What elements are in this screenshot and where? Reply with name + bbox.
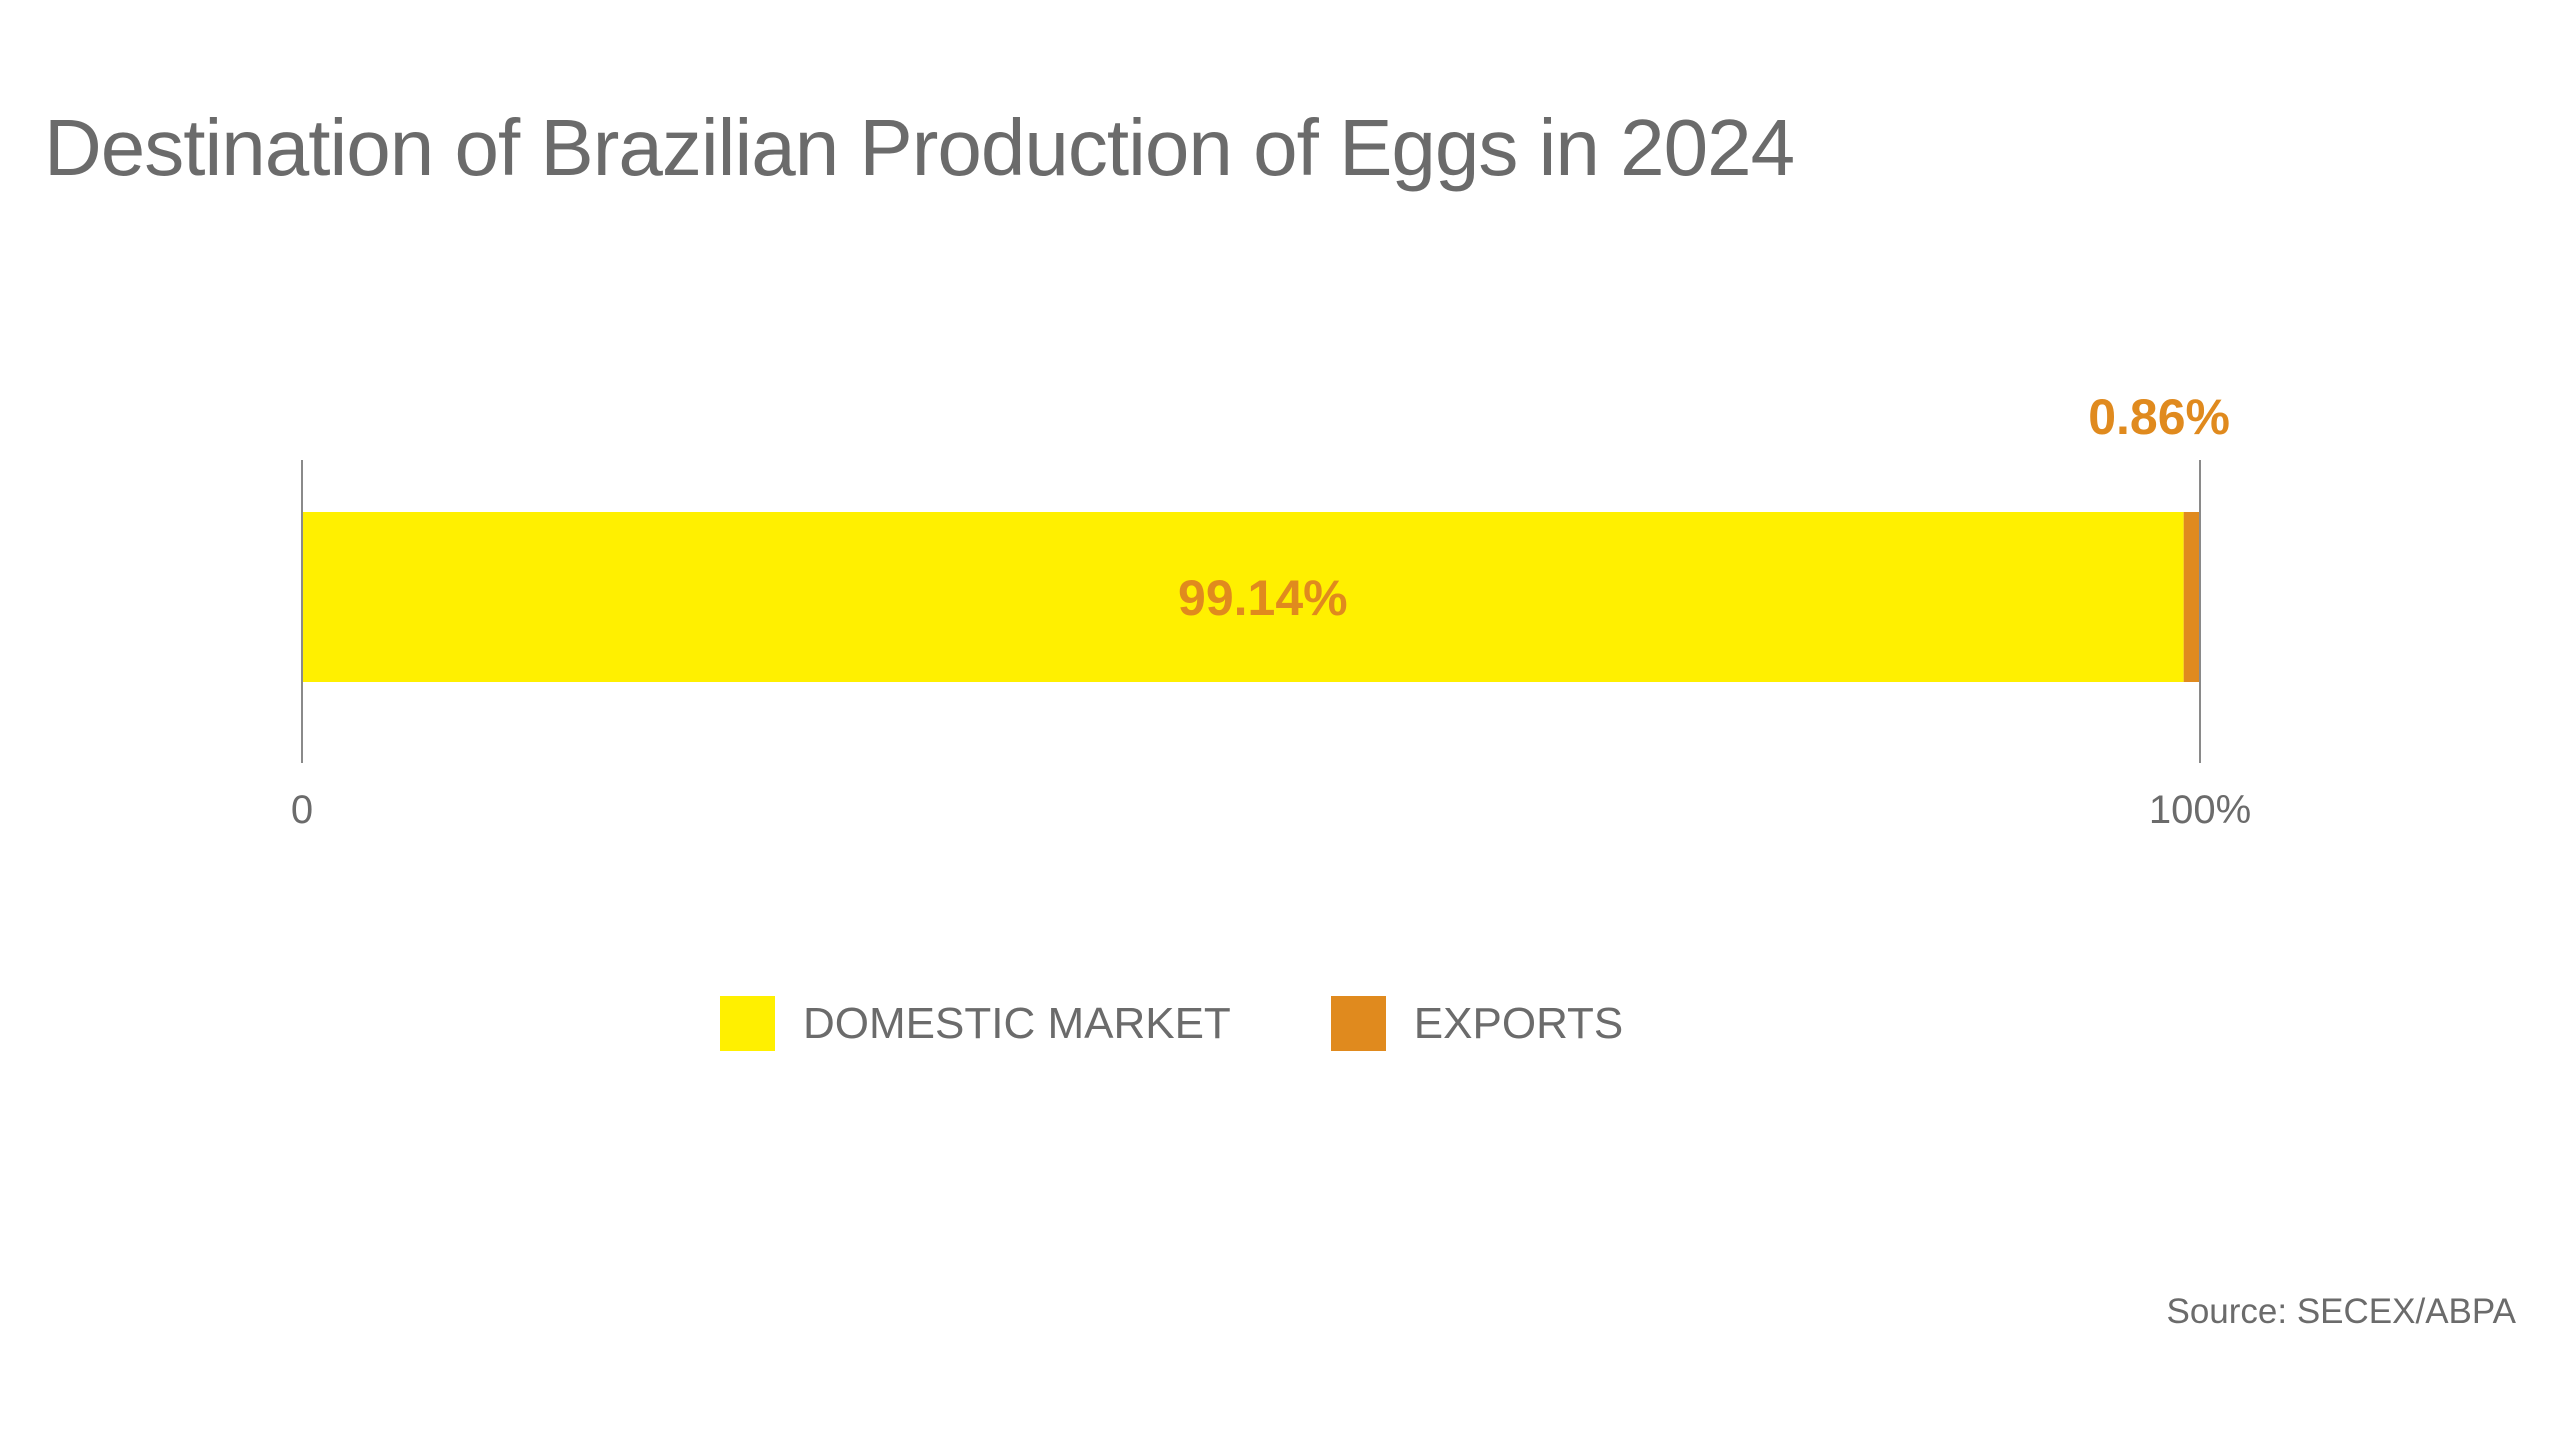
- data-label-domestic-market: 99.14%: [1178, 570, 1348, 626]
- source-note: Source: SECEX/ABPA: [2166, 1292, 2516, 1331]
- axis-group: 0 100%: [291, 460, 2251, 832]
- labels-group: 99.14% 0.86%: [1178, 389, 2230, 626]
- data-label-exports: 0.86%: [2088, 389, 2230, 445]
- bars-group: [302, 512, 2200, 682]
- legend-item-domestic-market: DOMESTIC MARKET: [720, 996, 1231, 1051]
- chart-title: Destination of Brazilian Production of E…: [44, 103, 1795, 192]
- tick-label-start: 0: [291, 788, 313, 832]
- bar-exports: [2183, 512, 2200, 682]
- tick-label-end: 100%: [2149, 788, 2251, 832]
- legend-item-exports: EXPORTS: [1330, 996, 1624, 1051]
- chart-plot: 0 100% 99.14% 0.86%: [291, 389, 2251, 832]
- legend: DOMESTIC MARKET EXPORTS: [720, 996, 1723, 1051]
- bar-domestic-market: [302, 512, 2184, 682]
- legend-swatch-exports: [1330, 996, 1386, 1051]
- legend-label-exports: EXPORTS: [1413, 998, 1624, 1048]
- legend-swatch-domestic-market: [720, 996, 775, 1051]
- legend-label-domestic-market: DOMESTIC MARKET: [803, 998, 1231, 1048]
